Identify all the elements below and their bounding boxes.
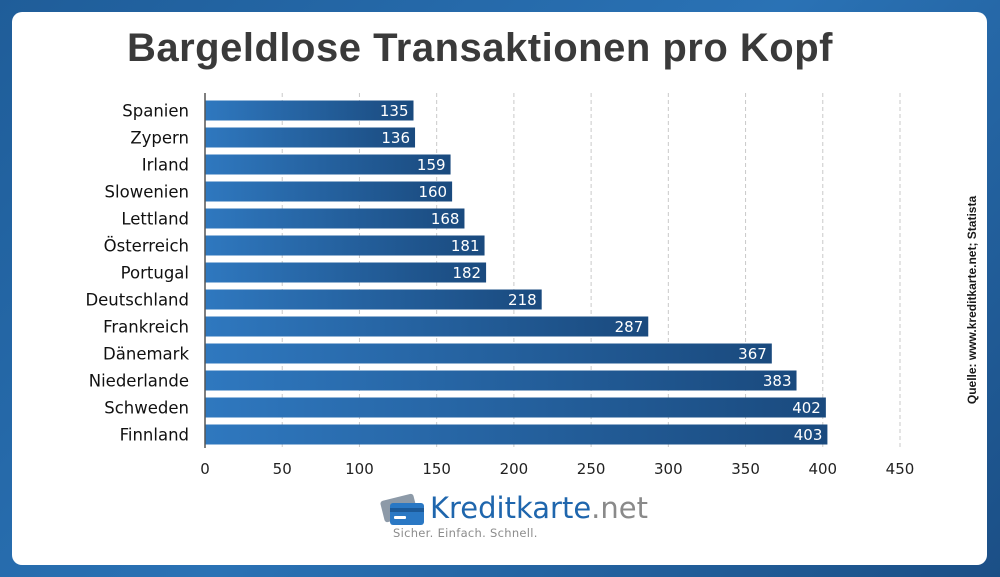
bar: [205, 235, 485, 256]
category-label: Spanien: [122, 102, 189, 121]
category-label: Österreich: [104, 237, 189, 256]
x-tick-label: 0: [200, 460, 210, 478]
bar-value-label: 160: [418, 183, 447, 201]
bar: [205, 370, 797, 391]
x-tick-label: 50: [273, 460, 292, 478]
bar: [205, 262, 487, 283]
bar-value-label: 383: [763, 372, 792, 390]
bar: [205, 397, 826, 418]
credit-card-icon: [380, 493, 424, 525]
x-tick-label: 300: [654, 460, 683, 478]
category-label: Finnland: [120, 426, 189, 445]
bar: [205, 181, 453, 202]
x-axis-ticks: 0 50 100 150 200 250 300 350 400 450: [200, 460, 914, 478]
category-label: Frankreich: [103, 318, 189, 337]
x-tick-label: 450: [886, 460, 915, 478]
category-label: Zypern: [130, 129, 189, 148]
bar: [205, 316, 649, 337]
chart-title: Bargeldlose Transaktionen pro Kopf: [126, 26, 833, 70]
x-tick-label: 150: [422, 460, 451, 478]
x-tick-label: 400: [808, 460, 837, 478]
x-tick-label: 100: [345, 460, 374, 478]
bar-value-label: 181: [451, 237, 480, 255]
bar: [205, 208, 465, 229]
logo-tld: .net: [591, 491, 648, 525]
category-label: Portugal: [121, 264, 189, 283]
logo-tagline: Sicher. Einfach. Schnell.: [393, 526, 538, 540]
bar-value-label: 367: [738, 345, 767, 363]
bar-value-label: 136: [381, 129, 410, 147]
brand-logo: Kreditkarte.net Sicher. Einfach. Schnell…: [380, 491, 680, 543]
x-tick-label: 250: [577, 460, 606, 478]
bar-value-label: 135: [380, 102, 409, 120]
category-label: Deutschland: [85, 291, 189, 310]
bar: [205, 289, 542, 310]
bar-value-label: 159: [417, 156, 446, 174]
bar: [205, 424, 828, 445]
category-label: Niederlande: [89, 372, 189, 391]
bar-value-label: 287: [615, 318, 644, 336]
category-label: Slowenien: [105, 183, 189, 202]
category-label: Irland: [142, 156, 189, 175]
category-label: Lettland: [121, 210, 189, 229]
x-tick-label: 200: [500, 460, 529, 478]
category-label: Dänemark: [103, 345, 189, 364]
source-note: Quelle: www.kreditkarte.net; Statista: [965, 195, 979, 405]
logo-name: Kreditkarte: [430, 491, 592, 525]
category-label: Schweden: [104, 399, 189, 418]
chart-card: [12, 12, 987, 565]
bar-value-label: 182: [452, 264, 481, 282]
category-labels: Spanien Zypern Irland Slowenien Lettland Öste…: [85, 102, 189, 445]
bar-value-label: 403: [794, 426, 823, 444]
bar-value-label: 168: [431, 210, 460, 228]
bar: [205, 154, 451, 175]
bar-value-label: 218: [508, 291, 537, 309]
x-tick-label: 350: [731, 460, 760, 478]
bar: [205, 100, 414, 121]
bar-value-label: 402: [792, 399, 821, 417]
bar: [205, 127, 416, 148]
logo-wordmark: Kreditkarte.net: [430, 491, 648, 525]
bar: [205, 343, 772, 364]
